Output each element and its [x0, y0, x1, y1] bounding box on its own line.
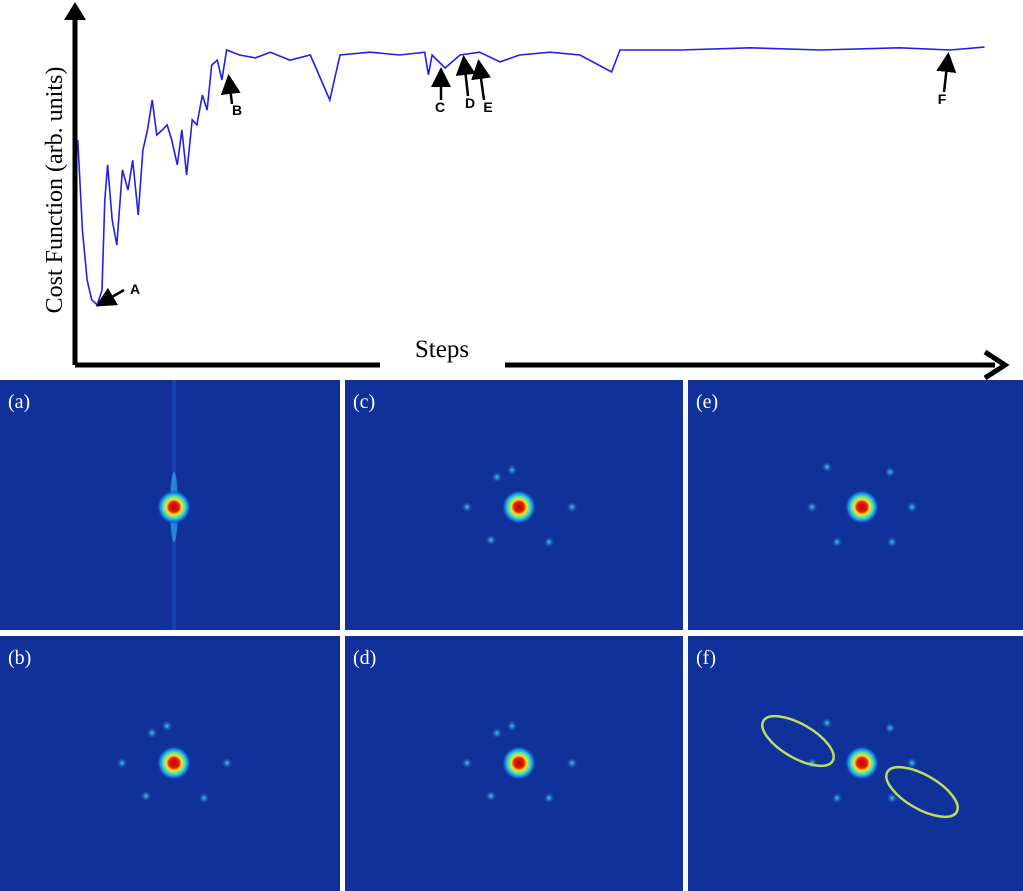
- side-spot: [221, 757, 233, 769]
- annotation-arrow: [471, 59, 491, 101]
- diffraction-image: (b): [0, 636, 340, 891]
- annotation-label: F: [938, 91, 947, 107]
- highlight-ellipse: [885, 765, 959, 819]
- side-spot: [116, 757, 128, 769]
- side-spot: [543, 792, 555, 804]
- y-arrowhead: [64, 2, 86, 20]
- side-spot: [161, 720, 173, 732]
- panel-label: (f): [696, 647, 716, 669]
- side-spot: [886, 536, 898, 548]
- annotation-arrow: [220, 74, 241, 105]
- annotation-label: E: [483, 99, 492, 115]
- side-spot: [506, 720, 518, 732]
- annotation-label: C: [435, 99, 445, 115]
- side-spot: [821, 461, 833, 473]
- side-spot: [806, 501, 818, 513]
- x-arrowhead: [983, 349, 1010, 381]
- diffraction-image: (d): [345, 636, 683, 891]
- side-spot: [884, 722, 896, 734]
- side-spot: [491, 727, 503, 739]
- side-spot: [566, 757, 578, 769]
- side-spot: [506, 464, 518, 476]
- center-spot: [157, 746, 191, 780]
- side-spot: [906, 757, 918, 769]
- panel-label: (a): [8, 391, 30, 413]
- panel-label: (d): [353, 647, 376, 669]
- side-spot: [821, 717, 833, 729]
- center-spot: [502, 746, 536, 780]
- annotation-arrow: [455, 55, 476, 97]
- cost-chart: Steps Cost Function (arb. units) A B C D E F: [42, 2, 1010, 381]
- side-spot: [485, 790, 497, 802]
- center-spot: [157, 490, 191, 524]
- diffraction-image: (e): [688, 380, 1023, 630]
- side-spot: [884, 466, 896, 478]
- side-spot: [461, 501, 473, 513]
- side-spot: [461, 757, 473, 769]
- center-spot: [845, 490, 879, 524]
- panel-label: (b): [8, 647, 31, 669]
- diffraction-image: (c): [345, 380, 683, 630]
- side-spot: [566, 501, 578, 513]
- center-spot: [845, 746, 879, 780]
- diffraction-image: (a): [0, 380, 340, 630]
- panel-label: (e): [696, 391, 718, 413]
- image-panels: (a) (c) (e) (b) (d) (f): [0, 380, 1023, 891]
- x-axis-label: Steps: [415, 336, 469, 363]
- annotation-label: D: [465, 95, 475, 111]
- side-spot: [906, 501, 918, 513]
- annotation-label: A: [130, 281, 140, 297]
- annotation-label: B: [232, 102, 242, 118]
- side-spot: [198, 792, 210, 804]
- center-spot: [502, 490, 536, 524]
- side-spot: [485, 534, 497, 546]
- side-spot: [543, 536, 555, 548]
- side-spot: [831, 792, 843, 804]
- side-spot: [886, 792, 898, 804]
- data-line: [77, 46, 985, 307]
- side-spot: [491, 471, 503, 483]
- panel-label: (c): [353, 391, 375, 413]
- side-spot: [140, 790, 152, 802]
- side-spot: [831, 536, 843, 548]
- annotation-arrow: [936, 52, 957, 93]
- diffraction-image: (f): [688, 636, 1023, 891]
- highlight-ellipse: [761, 714, 835, 768]
- y-axis-label: Cost Function (arb. units): [42, 67, 68, 314]
- side-spot: [146, 727, 158, 739]
- annotation-arrow: [95, 287, 125, 307]
